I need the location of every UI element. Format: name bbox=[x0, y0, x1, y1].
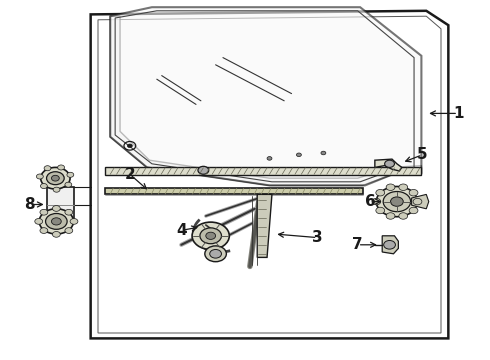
Circle shape bbox=[383, 192, 411, 212]
Text: 1: 1 bbox=[453, 106, 464, 121]
Circle shape bbox=[52, 206, 60, 211]
Bar bbox=[47, 187, 74, 223]
Circle shape bbox=[65, 210, 73, 215]
Circle shape bbox=[384, 240, 395, 249]
Circle shape bbox=[205, 246, 226, 262]
Polygon shape bbox=[382, 236, 398, 254]
Circle shape bbox=[47, 172, 64, 185]
Circle shape bbox=[372, 198, 381, 205]
Circle shape bbox=[206, 232, 216, 239]
Text: 5: 5 bbox=[417, 147, 428, 162]
Bar bbox=[105, 188, 363, 194]
Polygon shape bbox=[110, 7, 421, 185]
Circle shape bbox=[67, 172, 74, 177]
Circle shape bbox=[413, 198, 422, 205]
Circle shape bbox=[36, 174, 43, 179]
Circle shape bbox=[58, 165, 65, 170]
Circle shape bbox=[409, 189, 418, 196]
Polygon shape bbox=[257, 194, 272, 257]
Polygon shape bbox=[412, 194, 429, 209]
Circle shape bbox=[40, 228, 48, 233]
Text: 4: 4 bbox=[176, 223, 187, 238]
Text: 8: 8 bbox=[24, 197, 35, 212]
Polygon shape bbox=[375, 159, 402, 171]
Circle shape bbox=[376, 207, 385, 214]
Circle shape bbox=[192, 222, 229, 249]
Circle shape bbox=[210, 249, 221, 258]
Circle shape bbox=[65, 228, 73, 233]
Bar bbox=[105, 167, 421, 175]
Circle shape bbox=[40, 210, 48, 215]
Text: 3: 3 bbox=[312, 230, 323, 245]
Circle shape bbox=[51, 175, 59, 181]
Circle shape bbox=[200, 228, 221, 244]
Text: 6: 6 bbox=[365, 194, 376, 209]
Circle shape bbox=[409, 207, 418, 214]
Circle shape bbox=[399, 213, 408, 219]
Text: 7: 7 bbox=[352, 237, 363, 252]
Circle shape bbox=[41, 167, 70, 189]
Circle shape bbox=[376, 186, 417, 217]
Circle shape bbox=[53, 187, 60, 192]
Circle shape bbox=[386, 184, 395, 190]
Text: 2: 2 bbox=[124, 167, 135, 182]
Circle shape bbox=[51, 218, 61, 225]
Circle shape bbox=[39, 209, 74, 234]
Polygon shape bbox=[110, 16, 421, 185]
Circle shape bbox=[35, 219, 43, 224]
Circle shape bbox=[52, 231, 60, 237]
Polygon shape bbox=[91, 11, 448, 338]
Circle shape bbox=[70, 219, 78, 224]
Circle shape bbox=[385, 160, 394, 167]
Circle shape bbox=[46, 213, 67, 229]
Circle shape bbox=[41, 184, 48, 189]
Circle shape bbox=[127, 144, 132, 148]
Circle shape bbox=[321, 151, 326, 155]
Circle shape bbox=[376, 189, 385, 196]
Circle shape bbox=[386, 213, 395, 219]
Circle shape bbox=[391, 197, 403, 206]
Circle shape bbox=[65, 182, 72, 187]
Circle shape bbox=[198, 166, 209, 174]
Circle shape bbox=[399, 184, 408, 190]
Circle shape bbox=[44, 166, 51, 171]
Circle shape bbox=[296, 153, 301, 157]
Circle shape bbox=[267, 157, 272, 160]
